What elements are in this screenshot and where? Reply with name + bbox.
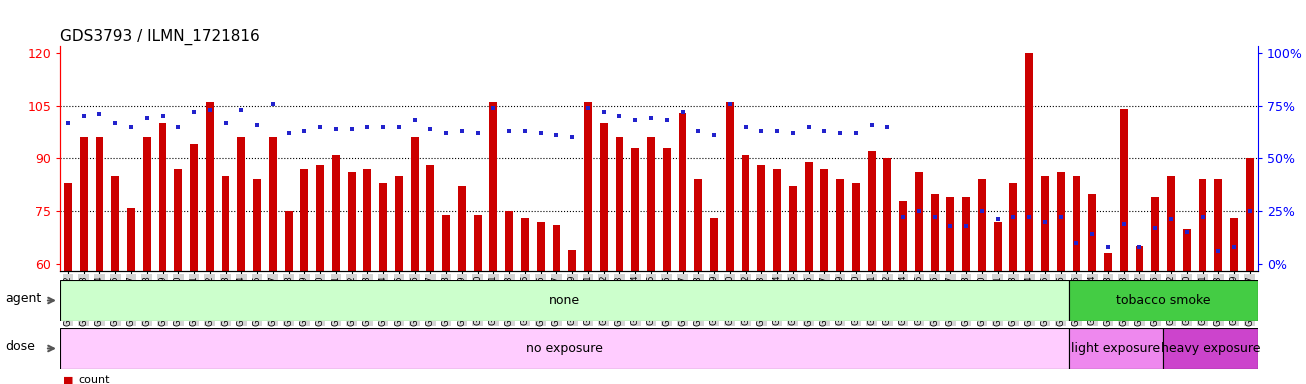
Bar <box>742 155 750 271</box>
Bar <box>1104 253 1111 271</box>
Bar <box>95 137 103 271</box>
Bar <box>142 137 150 271</box>
Bar <box>1088 194 1096 271</box>
Bar <box>490 102 498 271</box>
Bar <box>238 137 246 271</box>
Text: dose: dose <box>5 340 35 353</box>
Bar <box>883 159 891 271</box>
Bar <box>158 123 166 271</box>
Bar <box>1246 159 1254 271</box>
Bar <box>994 222 1002 271</box>
Bar <box>947 197 955 271</box>
Bar <box>505 211 513 271</box>
Bar <box>222 176 230 271</box>
Text: count: count <box>78 375 110 384</box>
Bar <box>757 166 765 271</box>
Bar <box>253 179 261 271</box>
Bar <box>80 137 88 271</box>
Bar <box>963 197 970 271</box>
Bar <box>1168 176 1175 271</box>
Bar <box>316 166 324 271</box>
Bar <box>836 179 844 271</box>
Bar <box>269 137 277 271</box>
Bar <box>347 172 355 271</box>
FancyBboxPatch shape <box>60 328 1068 369</box>
Bar <box>127 207 135 271</box>
Bar <box>900 200 908 271</box>
Bar <box>852 183 859 271</box>
Bar <box>474 215 482 271</box>
Text: light exposure: light exposure <box>1071 342 1161 355</box>
Bar <box>615 137 623 271</box>
Bar <box>1119 109 1127 271</box>
Bar <box>206 102 214 271</box>
Bar <box>285 211 293 271</box>
Bar <box>599 123 607 271</box>
Bar <box>521 218 529 271</box>
Bar <box>710 218 718 271</box>
Bar <box>427 166 435 271</box>
Text: tobacco smoke: tobacco smoke <box>1115 294 1211 307</box>
Bar <box>931 194 939 271</box>
Text: none: none <box>549 294 580 307</box>
Bar <box>64 183 72 271</box>
Bar <box>1025 53 1033 271</box>
Bar <box>174 169 183 271</box>
Bar <box>191 144 199 271</box>
Bar <box>379 183 387 271</box>
Bar <box>111 176 119 271</box>
Bar <box>916 172 923 271</box>
Bar <box>1199 179 1207 271</box>
FancyBboxPatch shape <box>1068 280 1258 321</box>
Bar <box>646 137 654 271</box>
Bar <box>773 169 781 271</box>
Bar <box>867 151 875 271</box>
Bar <box>1057 172 1064 271</box>
Bar <box>804 162 812 271</box>
Bar <box>663 148 671 271</box>
Bar <box>552 225 560 271</box>
Bar <box>631 148 639 271</box>
Bar <box>568 250 576 271</box>
Bar <box>300 169 308 271</box>
Bar <box>363 169 371 271</box>
Bar <box>1230 218 1238 271</box>
Bar <box>1183 228 1191 271</box>
Bar <box>820 169 828 271</box>
Bar <box>410 137 418 271</box>
Bar <box>726 102 734 271</box>
Bar <box>394 176 402 271</box>
Bar <box>695 179 703 271</box>
Bar <box>443 215 451 271</box>
Text: GDS3793 / ILMN_1721816: GDS3793 / ILMN_1721816 <box>60 28 260 45</box>
Bar <box>584 102 592 271</box>
Bar <box>1041 176 1049 271</box>
Text: agent: agent <box>5 292 40 305</box>
Bar <box>458 187 466 271</box>
Bar <box>1072 176 1080 271</box>
FancyBboxPatch shape <box>1164 328 1258 369</box>
Bar <box>978 179 986 271</box>
Bar <box>679 113 687 271</box>
Bar <box>789 187 797 271</box>
Bar <box>1215 179 1222 271</box>
Text: no exposure: no exposure <box>526 342 603 355</box>
Text: ■: ■ <box>63 375 73 384</box>
Bar <box>537 222 545 271</box>
FancyBboxPatch shape <box>60 280 1068 321</box>
Bar <box>1152 197 1160 271</box>
Bar <box>332 155 340 271</box>
Bar <box>1010 183 1017 271</box>
Text: heavy exposure: heavy exposure <box>1161 342 1260 355</box>
FancyBboxPatch shape <box>1068 328 1164 369</box>
Bar <box>1135 246 1144 271</box>
